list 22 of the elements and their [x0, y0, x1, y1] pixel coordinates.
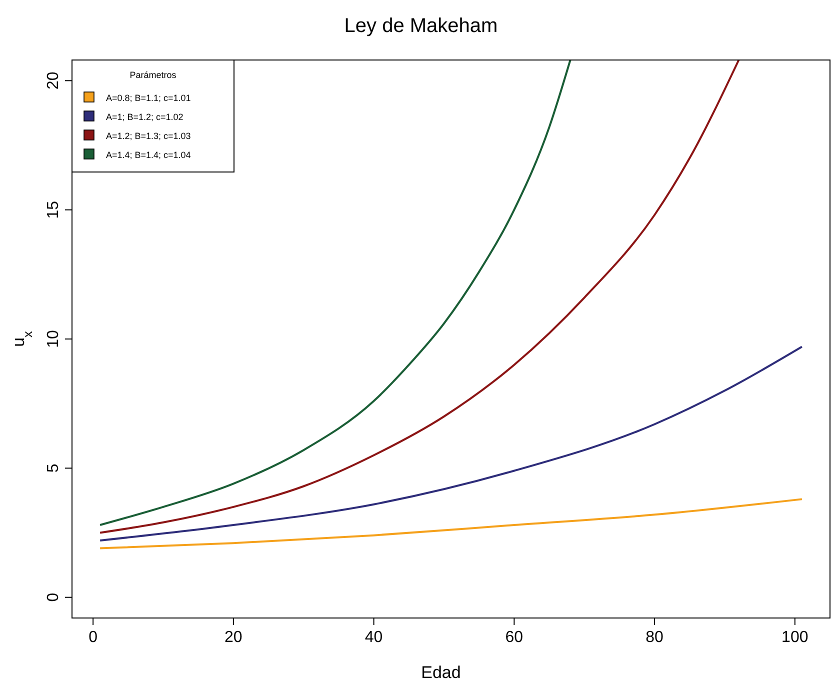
y-tick-label: 15	[45, 200, 62, 219]
y-tick-label: 10	[45, 330, 62, 348]
legend-label: A=1.4; B=1.4; c=1.04	[106, 150, 191, 160]
line-series	[99, 59, 740, 534]
y-tick-label: 0	[45, 592, 62, 602]
line-series	[99, 498, 803, 550]
y-tick-label: 20	[45, 72, 62, 90]
line-series	[99, 59, 572, 526]
y-tick-label: 5	[45, 464, 62, 473]
x-tick-label: 80	[646, 629, 664, 646]
line-series	[99, 346, 803, 542]
x-tick-label: 100	[782, 629, 808, 646]
legend-title: Parámetros	[130, 70, 177, 80]
x-axis-title: Edad	[421, 663, 461, 682]
legend-label: A=1; B=1.2; c=1.02	[106, 112, 184, 122]
x-tick-label: 40	[364, 629, 383, 646]
x-tick-label: 20	[224, 629, 242, 646]
x-tick-label: 0	[88, 629, 98, 646]
x-tick-label: 60	[505, 629, 524, 646]
legend-label: A=0.8; B=1.1; c=1.01	[106, 93, 191, 103]
chart-title: Ley de Makeham	[344, 15, 498, 37]
legend-label: A=1.2; B=1.3; c=1.03	[106, 131, 191, 141]
